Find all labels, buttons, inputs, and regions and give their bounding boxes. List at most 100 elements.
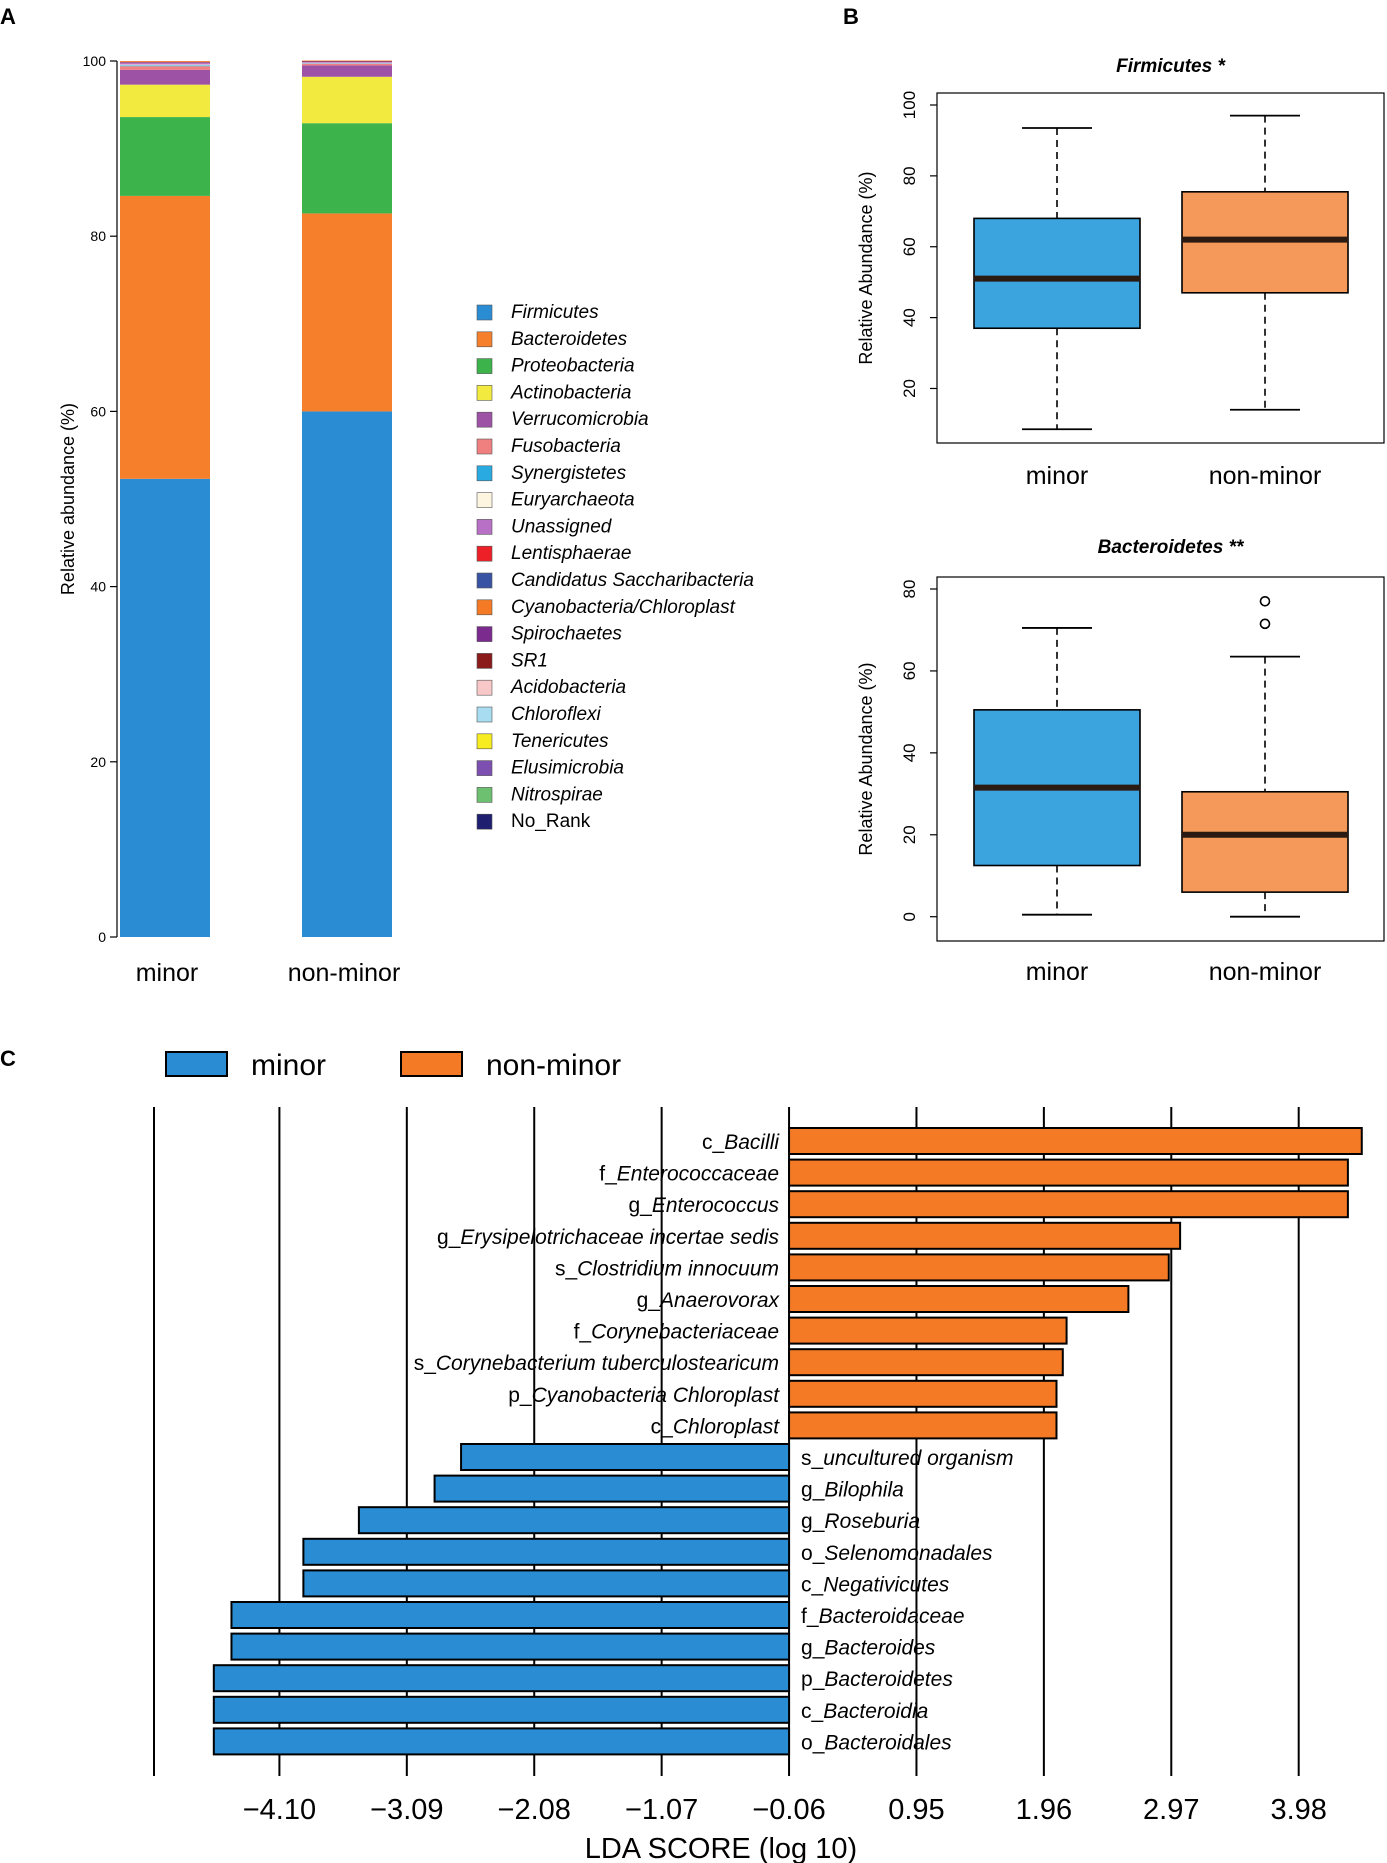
panel-c-x-tick-label: −2.08 xyxy=(498,1794,571,1826)
panel-a-y-tick-label: 60 xyxy=(90,403,106,419)
bar-segment xyxy=(302,63,392,66)
taxon-label: o_Selenomonadales xyxy=(801,1542,993,1565)
legend-swatch xyxy=(476,733,493,750)
legend-label-non-minor: non-minor xyxy=(486,1049,621,1082)
panel-c-x-axis-label: LDA SCORE (log 10) xyxy=(585,1833,857,1863)
taxon-name: Enterococcaceae xyxy=(617,1163,779,1186)
taxon-name: Clostridium innocuum xyxy=(577,1257,779,1280)
bar-segment xyxy=(302,411,392,937)
legend-swatch xyxy=(476,519,493,535)
lda-bar xyxy=(788,1253,1170,1282)
taxon-label: g_Bilophila xyxy=(801,1479,904,1502)
taxon-name: Bacteroidetes xyxy=(824,1668,953,1691)
lda-bar xyxy=(788,1379,1058,1408)
lda-bar xyxy=(357,1506,791,1535)
panel-c-x-tick-labels: −4.10 −3.09 −2.08 −1.07 −0.06 0.95 1.96 2.97 3.9… xyxy=(243,1794,1327,1826)
taxon-name: Corynebacteriaceae xyxy=(591,1321,779,1344)
taxon-prefix: g_ xyxy=(637,1289,661,1312)
legend-swatch xyxy=(476,599,493,616)
panel-a-category-label: non-minor xyxy=(288,959,401,987)
taxon-name: Anaerovorax xyxy=(658,1289,781,1312)
legend-label: Euryarchaeota xyxy=(511,490,635,511)
taxon-prefix: f_ xyxy=(574,1321,592,1344)
panel-a-y-tick-label: 100 xyxy=(83,53,107,69)
bar-segment xyxy=(120,66,210,70)
taxon-name: Cyanobacteria Chloroplast xyxy=(532,1384,781,1407)
legend-label: Firmicutes xyxy=(511,302,599,323)
legend-label: Tenericutes xyxy=(511,731,609,752)
lda-bar xyxy=(212,1727,791,1756)
taxon-name: Erysipelotrichaceae incertae sedis xyxy=(460,1226,779,1249)
taxon-name: Bacteroidaceae xyxy=(819,1605,965,1628)
panel-a-y-tick-label: 20 xyxy=(90,754,106,770)
bar-segment xyxy=(302,123,392,214)
lda-bar xyxy=(302,1537,791,1566)
lda-bar xyxy=(302,1569,791,1598)
firmicutes-boxplot-body: 20 40 60 80 100 minor non-minor xyxy=(900,91,1385,490)
panel-a-legend: Firmicutes Bacteroidetes Proteobacteria Act… xyxy=(476,302,754,832)
taxon-prefix: s_ xyxy=(801,1447,824,1470)
category-label: non-minor xyxy=(1209,958,1322,986)
bar-segment xyxy=(120,117,210,196)
panel-c-lda-chart: minor non-minor c_Bacillif_Enterococcacea… xyxy=(153,1049,1363,1863)
panel-a-y-axis-label: Relative abundance (%) xyxy=(58,403,78,595)
legend-swatch xyxy=(476,679,493,696)
taxon-label: f_Corynebacteriaceae xyxy=(574,1321,779,1344)
plot-frame xyxy=(936,92,1385,444)
outlier-point xyxy=(1259,595,1271,607)
taxon-label: p_Cyanobacteria Chloroplast xyxy=(508,1384,780,1407)
panel-c-taxon-labels: c_Bacillif_Enterococcaceaeg_Enterococcus… xyxy=(414,1131,1014,1754)
taxon-label: g_Enterococcus xyxy=(628,1194,779,1217)
outlier-point xyxy=(1259,618,1271,630)
legend-label: Cyanobacteria/Chloroplast xyxy=(511,597,736,618)
y-tick-label: 60 xyxy=(900,661,919,680)
legend-swatch xyxy=(476,358,493,374)
taxon-name: Negativicutes xyxy=(823,1573,950,1596)
y-tick-label: 100 xyxy=(900,91,919,119)
taxon-prefix: g_ xyxy=(628,1194,652,1217)
legend-swatch xyxy=(476,411,493,428)
y-tick-label: 80 xyxy=(900,580,919,599)
legend-swatch xyxy=(476,331,493,348)
taxon-label: s_Corynebacterium tuberculostearicum xyxy=(414,1352,779,1375)
taxon-prefix: p_ xyxy=(508,1384,532,1407)
legend-label: Verrucomicrobia xyxy=(511,409,649,430)
legend-swatch xyxy=(476,760,493,776)
taxon-label: g_Erysipelotrichaceae incertae sedis xyxy=(437,1226,780,1249)
legend-label: Elusimicrobia xyxy=(511,758,624,779)
bar-segment xyxy=(120,84,210,118)
legend-swatch xyxy=(476,626,493,642)
taxon-name: Selenomonadales xyxy=(824,1542,993,1565)
panel-label-c: C xyxy=(0,1046,16,1071)
taxon-label: f_Bacteroidaceae xyxy=(801,1605,964,1628)
taxon-prefix: g_ xyxy=(801,1479,825,1502)
lda-bar xyxy=(212,1664,791,1693)
panel-a-stacked-bar-chart: Relative abundance (%) 0 20 40 60 80 100 mino… xyxy=(58,53,754,987)
taxon-label: o_Bacteroidales xyxy=(801,1731,952,1754)
legend-label: No_Rank xyxy=(511,811,591,832)
panel-c-legend: minor non-minor xyxy=(165,1049,621,1082)
bar-segment xyxy=(120,69,210,85)
bar-segment xyxy=(302,61,392,63)
taxon-name: Bacteroidia xyxy=(823,1700,928,1723)
legend-label: Candidatus Saccharibacteria xyxy=(511,570,754,591)
lda-bar xyxy=(788,1316,1068,1345)
plot-frame xyxy=(936,576,1385,942)
taxon-prefix: s_ xyxy=(555,1257,578,1280)
bar-segment xyxy=(302,76,392,124)
panel-label-a: A xyxy=(0,4,16,29)
panel-c-x-tick-label: −0.06 xyxy=(752,1794,825,1826)
legend-swatch xyxy=(476,787,493,803)
panel-a-y-axis: 0 20 40 60 80 100 xyxy=(83,53,118,945)
legend-label: Nitrospirae xyxy=(511,784,603,805)
taxon-name: Bilophila xyxy=(824,1479,903,1502)
taxon-label: c_Chloroplast xyxy=(651,1415,781,1438)
legend-label: Proteobacteria xyxy=(511,356,635,377)
bar-segment xyxy=(302,213,392,412)
panel-a-y-tick-label: 0 xyxy=(98,929,106,945)
taxon-prefix: g_ xyxy=(801,1637,825,1660)
taxon-label: g_Roseburia xyxy=(801,1510,920,1533)
taxon-label: g_Anaerovorax xyxy=(637,1289,781,1312)
panel-c-x-tick-label: −4.10 xyxy=(243,1794,316,1826)
